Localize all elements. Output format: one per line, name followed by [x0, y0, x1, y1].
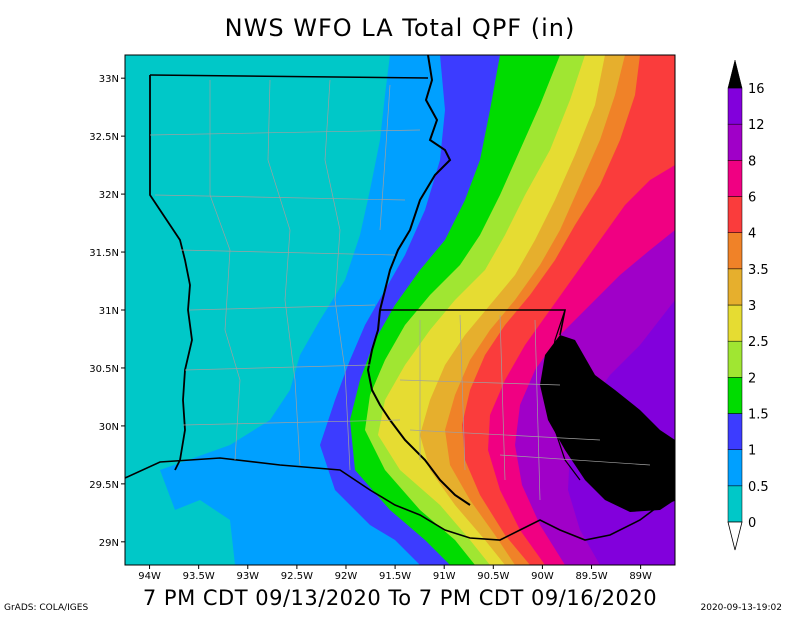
chart-title: NWS WFO LA Total QPF (in) [224, 14, 576, 42]
colorbar-label: 0.5 [748, 480, 769, 495]
pearl-river [547, 309, 581, 481]
lon-tick-label: 92.5W [281, 571, 313, 582]
lat-tick-label: 29.5N [89, 480, 119, 491]
colorbar-label: 4 [748, 227, 756, 242]
longitude-ticks: 94W 93.5W 93W 92.5W 92W 91.5W 91W 90.5W 90W 89.5W… [138, 565, 652, 582]
colorbar-box [727, 413, 743, 450]
lat-tick-label: 33N [99, 74, 119, 85]
colorbar-label: 16 [748, 82, 765, 97]
colorbar-label: 2.5 [748, 335, 769, 350]
coastline [125, 457, 675, 541]
colorbar-label: 8 [748, 154, 756, 169]
lon-tick-label: 93.5W [183, 571, 215, 582]
lon-tick-label: 89.5W [575, 571, 607, 582]
valid-period: 7 PM CDT 09/13/2020 To 7 PM CDT 09/16/20… [142, 586, 658, 610]
colorbar-box [727, 340, 743, 378]
lon-tick-label: 90W [531, 571, 554, 582]
lat-tick-label: 31N [99, 306, 119, 317]
lat-tick-label: 32N [99, 190, 119, 201]
lat-tick-label: 32.5N [89, 132, 119, 143]
latitude-ticks: 33N 32.5N 32N 31.5N 31N 30.5N 30N 29.5N 29N [89, 74, 125, 549]
colorbar-label: 2 [748, 371, 756, 386]
colorbar-box [727, 485, 743, 523]
colorbar-box [727, 304, 743, 342]
colorbar-label: 6 [748, 191, 756, 206]
colorbar-label: 3 [748, 299, 756, 314]
colorbar-box [727, 196, 743, 233]
qpf-zone-16 [540, 335, 675, 512]
colorbar-labels: 0 0.5 1 1.5 2 2.5 3 3.5 4 6 8 12 16 [748, 82, 769, 531]
colorbar-box [727, 449, 743, 487]
colorbar-label: 12 [748, 118, 765, 133]
colorbar-box [727, 232, 743, 270]
lon-tick-label: 91W [433, 571, 456, 582]
lon-tick-label: 89W [629, 571, 652, 582]
colorbar-label: 1 [748, 444, 756, 459]
lon-tick-label: 90.5W [477, 571, 509, 582]
lon-tick-label: 93W [236, 571, 259, 582]
colorbar-box [727, 87, 743, 125]
colorbar-label: 0 [748, 516, 756, 531]
lat-tick-label: 30N [99, 422, 119, 433]
colorbar-label: 1.5 [748, 408, 769, 423]
colorbar-label: 3.5 [748, 263, 769, 278]
lat-tick-label: 29N [99, 538, 119, 549]
colorbar-box [727, 123, 743, 161]
qpf-fill-layer [125, 55, 675, 565]
colorbar-bottom-arrow [727, 521, 743, 551]
lon-tick-label: 91.5W [379, 571, 411, 582]
grads-credit: GrADS: COLA/IGES [4, 603, 89, 613]
colorbar-top-arrow [727, 59, 743, 89]
lat-tick-label: 31.5N [89, 248, 119, 259]
colorbar-box [727, 268, 743, 306]
lon-tick-label: 94W [138, 571, 161, 582]
colorbar-boxes [727, 59, 743, 551]
colorbar-box [727, 377, 743, 414]
county-lines [149, 79, 651, 501]
la-ar-border [149, 74, 429, 79]
lat-tick-label: 30.5N [89, 364, 119, 375]
mississippi-river [366, 55, 471, 506]
colorbar-box [727, 160, 743, 197]
lon-tick-label: 92W [335, 571, 358, 582]
issue-timestamp: 2020-09-13-19:02 [700, 603, 783, 613]
